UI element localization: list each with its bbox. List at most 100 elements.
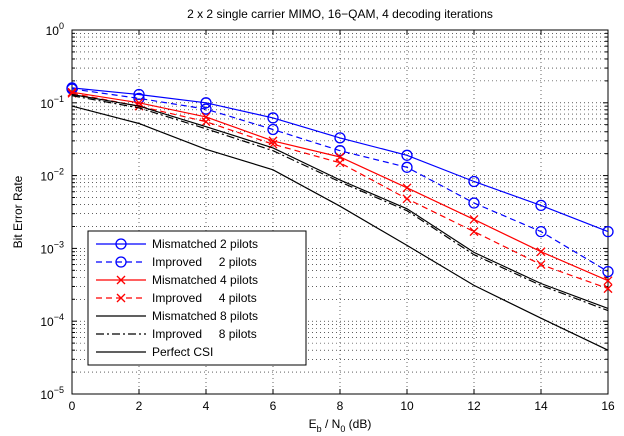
x-marker-stroke [116, 293, 126, 303]
data-point [334, 132, 346, 144]
series-line [71, 105, 609, 351]
data-point [602, 265, 614, 278]
series-line [71, 95, 609, 312]
x-marker-stroke [536, 247, 546, 257]
x-marker-stroke [402, 194, 412, 204]
data-point [200, 103, 212, 115]
x-tick-label: 2 [136, 399, 143, 413]
y-tick-label: 10−5 [40, 385, 64, 402]
y-tick-label: 10−1 [40, 94, 64, 111]
y-tick-label-exponent: −3 [54, 239, 64, 249]
x-axis-label-e: E [309, 417, 317, 431]
legend-marker [116, 275, 126, 285]
y-tick-label-exponent: −5 [54, 385, 64, 395]
x-axis-label-n: / N [322, 417, 341, 431]
legend-label: Perfect CSI [152, 345, 213, 359]
x-tick-label: 6 [270, 399, 277, 413]
x-marker-stroke [603, 276, 613, 286]
x-axis-label-unit: (dB) [345, 417, 371, 431]
x-tick-label: 14 [534, 399, 548, 413]
series-line [71, 93, 609, 309]
x-tick-label: 12 [467, 399, 481, 413]
legend-marker [115, 238, 127, 250]
data-point [201, 117, 211, 127]
data-point [603, 276, 613, 286]
series-4 [71, 93, 609, 309]
x-tick-label: 8 [337, 399, 344, 413]
series-2 [67, 87, 613, 286]
series-line [71, 88, 609, 273]
series-line [71, 92, 609, 290]
series-line [71, 87, 609, 233]
y-tick-label-base: 10 [40, 242, 54, 256]
x-marker-stroke [335, 158, 345, 168]
y-axis-label: Bit Error Rate [11, 175, 25, 248]
series-3 [67, 88, 613, 294]
y-tick-label: 10−2 [40, 167, 64, 184]
legend-box [87, 230, 307, 366]
data-point [603, 284, 613, 294]
data-point [402, 194, 412, 204]
x-marker-stroke [469, 214, 479, 224]
series-0 [66, 82, 614, 238]
chart-title: 2 x 2 single carrier MIMO, 16−QAM, 4 dec… [187, 7, 493, 21]
y-tick-label-exponent: −2 [54, 167, 64, 177]
series-6 [71, 105, 609, 351]
data-point [535, 199, 547, 212]
series-5 [71, 95, 609, 312]
legend: Mismatched 2 pilots Improved 2 pilots Mism… [87, 230, 307, 366]
data-point [536, 260, 546, 270]
data-point [536, 247, 546, 257]
y-tick-label-base: 10 [40, 388, 54, 402]
y-tick-label-base: 10 [40, 315, 54, 329]
y-tick-label-base: 10 [40, 170, 54, 184]
y-tick-label: 10−4 [40, 312, 64, 329]
grid [72, 30, 608, 394]
x-marker-stroke [67, 88, 77, 98]
data-point [200, 97, 212, 109]
data-point [402, 183, 412, 193]
x-marker-stroke [536, 260, 546, 270]
legend-marker [116, 293, 126, 303]
y-tick-label-base: 10 [46, 24, 60, 38]
x-marker-stroke [201, 117, 211, 127]
legend-label: Mismatched 2 pilots [152, 237, 258, 251]
y-tick-label-exponent: 0 [59, 21, 64, 31]
y-tick-label: 10−3 [40, 239, 64, 256]
data-point [469, 214, 479, 224]
series-layer [66, 82, 614, 351]
x-marker-stroke [116, 275, 126, 285]
x-marker-stroke [603, 284, 613, 294]
x-marker-stroke [469, 227, 479, 237]
y-tick-label-exponent: −4 [54, 312, 64, 322]
data-point [401, 149, 413, 161]
legend-label: Improved 2 pilots [152, 255, 257, 269]
data-point [267, 123, 279, 136]
y-tick-label: 100 [46, 21, 64, 38]
legend-label: Improved 4 pilots [152, 291, 257, 305]
data-point [133, 88, 145, 101]
data-point [267, 112, 279, 124]
x-tick-label: 16 [601, 399, 615, 413]
x-axis-label-sub-b: b [317, 424, 322, 434]
data-point [468, 197, 480, 209]
x-tick-label: 0 [69, 399, 76, 413]
data-point [334, 145, 346, 157]
data-point [335, 158, 345, 168]
legend-label: Mismatched 4 pilots [152, 273, 258, 287]
x-marker-stroke [402, 183, 412, 193]
data-point [602, 225, 614, 238]
data-point [535, 225, 547, 238]
x-axis-label-sub-0: 0 [340, 424, 345, 434]
y-tick-label-base: 10 [40, 97, 54, 111]
x-tick-label: 10 [400, 399, 414, 413]
data-point [469, 227, 479, 237]
x-tick-label: 4 [203, 399, 210, 413]
x-marker-stroke [67, 87, 77, 97]
data-point [401, 161, 413, 173]
legend-label: Improved 8 pilots [152, 327, 257, 341]
series-1 [66, 83, 614, 278]
